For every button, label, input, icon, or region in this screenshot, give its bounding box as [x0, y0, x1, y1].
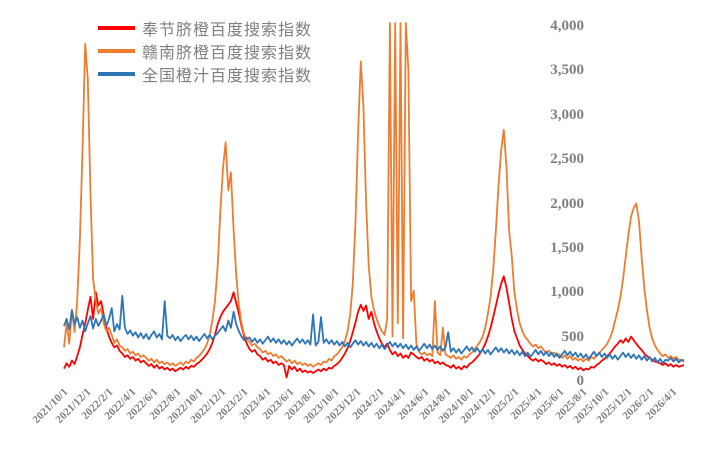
y-axis-label: 2,000	[550, 195, 584, 212]
series-line-1	[63, 275, 685, 379]
series-line-3	[63, 294, 685, 365]
y-axis-label: 4,000	[550, 18, 584, 34]
legend-item-national-juice: 全国橙汁百度搜索指数	[98, 62, 312, 85]
y-axis-label: 1,500	[550, 239, 584, 256]
blue-line-swatch-icon	[98, 71, 135, 76]
red-line-swatch-icon	[98, 25, 135, 30]
y-axis-label: 500	[561, 328, 585, 345]
legend-label: 赣南脐橙百度搜索指数	[142, 44, 313, 62]
legend-item-gannan: 赣南脐橙百度搜索指数	[98, 39, 312, 62]
legend-item-fengjie: 奉节脐橙百度搜索指数	[98, 16, 312, 39]
y-axis-label: 3,500	[550, 62, 584, 79]
y-axis-label: 0	[576, 373, 585, 389]
y-axis-label: 3,000	[550, 106, 584, 123]
orange-line-swatch-icon	[98, 48, 135, 53]
legend-label: 全国橙汁百度搜索指数	[142, 67, 313, 85]
y-axis-label: 1,000	[550, 284, 584, 301]
chart-legend: 奉节脐橙百度搜索指数 赣南脐橙百度搜索指数 全国橙汁百度搜索指数	[98, 16, 312, 85]
y-axis-label: 2,500	[550, 151, 584, 168]
series-line-2	[63, 22, 685, 368]
legend-label: 奉节脐橙百度搜索指数	[142, 21, 313, 39]
